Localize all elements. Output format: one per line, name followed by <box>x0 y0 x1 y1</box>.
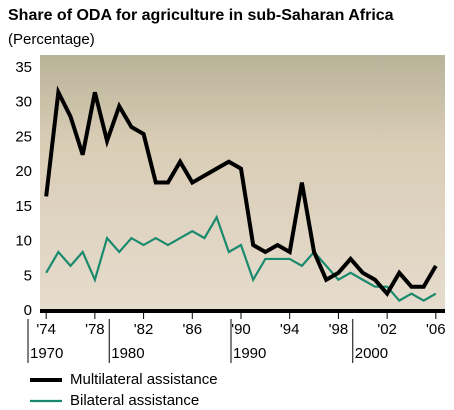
y-tick-label: 0 <box>24 302 32 319</box>
x-tick-label: '06 <box>426 321 446 338</box>
y-tick-label: 30 <box>15 94 32 111</box>
legend-label: Bilateral assistance <box>70 392 199 409</box>
y-tick-label: 5 <box>24 267 32 284</box>
x-tick-label: '02 <box>377 321 397 338</box>
decade-label: 1980 <box>111 345 144 362</box>
x-tick-label: '98 <box>329 321 349 338</box>
y-tick-label: 25 <box>15 128 32 145</box>
decade-label: 2000 <box>355 345 388 362</box>
x-tick-label: '86 <box>183 321 203 338</box>
y-tick-label: 20 <box>15 163 32 180</box>
chart-title: Share of ODA for agriculture in sub-Saha… <box>8 7 394 24</box>
series-line <box>45 214 437 302</box>
x-tick-label: '94 <box>280 321 300 338</box>
x-tick-label: '90 <box>231 321 251 338</box>
y-tick-label: 10 <box>15 233 32 250</box>
legend-label: Multilateral assistance <box>70 371 218 388</box>
y-tick-label: 15 <box>15 198 32 215</box>
series-line <box>44 85 438 298</box>
chart-subtitle: (Percentage) <box>8 31 95 48</box>
x-tick-label: '74 <box>36 321 56 338</box>
x-tick-label: '82 <box>134 321 154 338</box>
x-tick-label: '78 <box>85 321 105 338</box>
decade-label: 1970 <box>30 345 63 362</box>
y-tick-label: 35 <box>15 59 32 76</box>
decade-label: 1990 <box>233 345 266 362</box>
